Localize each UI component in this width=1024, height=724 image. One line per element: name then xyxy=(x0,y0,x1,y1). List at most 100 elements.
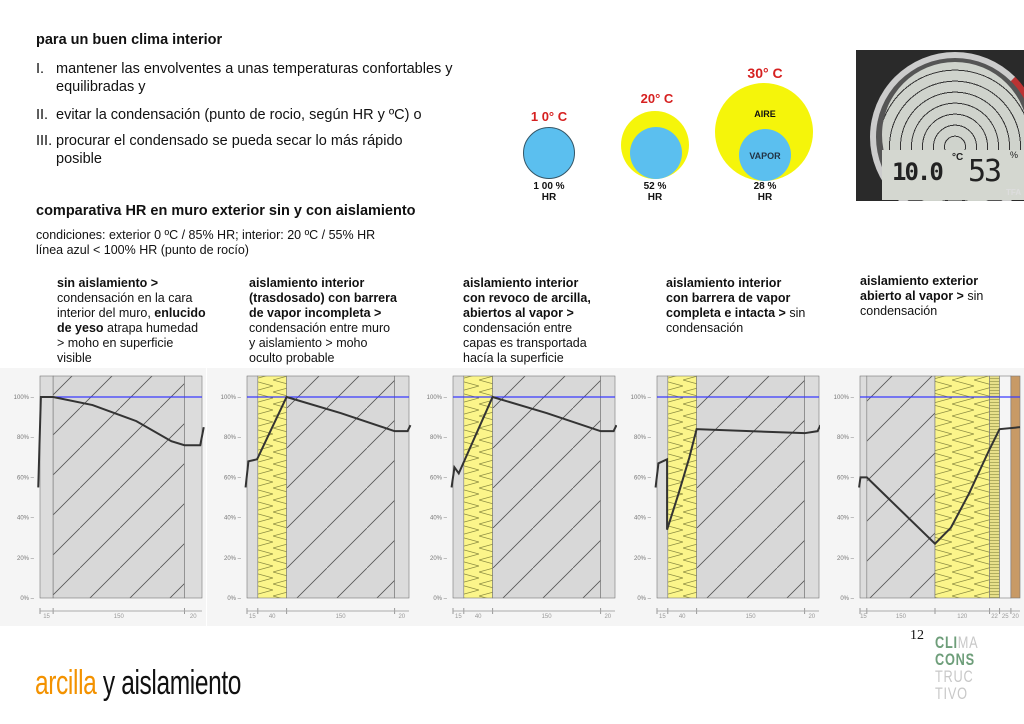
layer-masonry xyxy=(866,375,936,599)
axis-tick-label: 60% – xyxy=(224,475,242,481)
axis-tick-label: 40% – xyxy=(837,516,855,522)
humidity-circles-figure: 1 0° C 1 00 % HR 20° C 52 % HR 30° C AIRE … xyxy=(505,55,835,205)
dimension-label: 150 xyxy=(896,614,907,620)
wall-svg: 15 150 20 0% – 20% – 40% – 60% – 80% – 100% – xyxy=(14,375,205,620)
temp-label: 1 0° C xyxy=(530,109,568,124)
vapor-circle xyxy=(630,127,682,179)
conditions-text: condiciones: exterior 0 ºC / 85% HR; int… xyxy=(36,228,375,258)
temp-label: 20° C xyxy=(640,91,674,106)
layer-insulation xyxy=(934,375,990,599)
title-accent: arcilla xyxy=(35,664,97,702)
layer-clay xyxy=(452,375,465,599)
hr-value: 52 % xyxy=(643,181,667,192)
dimension-label: 150 xyxy=(336,614,347,620)
wall-diagram-1: 15 150 20 0% – 20% – 40% – 60% – 80% – 100% – xyxy=(0,368,206,626)
case-body: condensación entre muro y aislamiento > … xyxy=(249,321,391,365)
layer-plaster xyxy=(39,375,54,599)
axis-tick-label: 100% – xyxy=(427,395,448,401)
axis-tick-label: 40% – xyxy=(224,516,242,522)
axis-tick-label: 80% – xyxy=(837,435,855,441)
logo-text: MA xyxy=(957,633,979,652)
temp-unit: °C xyxy=(952,152,964,163)
wall-diagram-4: 15 40 150 20 0% – 20% – 40% – 60% – 80% – 100% – xyxy=(617,368,823,626)
case-description-2: aislamiento interior (trasdosado) con ba… xyxy=(249,276,399,368)
axis-tick-label: 40% – xyxy=(17,516,35,522)
axis-tick-label: 0% – xyxy=(637,596,651,602)
logo-text: TIVO xyxy=(935,684,968,703)
layer-insulation xyxy=(257,375,287,599)
vapor-label: VAPOR xyxy=(749,151,781,161)
axis-tick-label: 60% – xyxy=(430,475,448,481)
list-item: III. procurar el condensado se pueda seca… xyxy=(36,132,436,168)
axis-tick-label: 20% – xyxy=(224,556,242,562)
logo-text: TRUC xyxy=(935,667,974,686)
axis-tick-label: 20% – xyxy=(837,556,855,562)
layer-plaster xyxy=(804,375,820,599)
case-body: sin condensación xyxy=(666,306,806,335)
hr-label: 52 % HR xyxy=(629,181,681,203)
dimension-label: 20 xyxy=(808,614,815,620)
axis-tick-label: 80% – xyxy=(430,435,448,441)
dimension-label: 20 xyxy=(604,614,611,620)
hr-unit: HR xyxy=(541,192,557,203)
temperature-readout: 10.0 xyxy=(892,158,944,186)
conditions: condiciones: exterior 0 ºC / 85% HR; int… xyxy=(36,228,376,242)
axis-tick-label: 80% – xyxy=(17,435,35,441)
vapor-circle xyxy=(739,129,791,181)
humidity-curve xyxy=(858,426,1021,546)
humidity-curve xyxy=(654,424,822,530)
axis-tick-label: 20% – xyxy=(634,556,652,562)
case-description-1: sin aislamiento > condensación en la car… xyxy=(57,276,207,368)
dimension-label: 15 xyxy=(860,614,867,620)
axis-tick-label: 0% – xyxy=(433,596,447,602)
axis-tick-label: 0% – xyxy=(840,596,854,602)
layer-insulation xyxy=(667,375,697,599)
dimension-label: 150 xyxy=(746,614,757,620)
temp-label: 30° C xyxy=(747,65,783,81)
axis-tick-label: 20% – xyxy=(17,556,35,562)
lcd-display xyxy=(882,150,1024,200)
hr-label: 1 00 % HR xyxy=(523,181,575,203)
list-number: I. xyxy=(36,61,45,77)
wall-svg: 15 150 120 22 25 20 0% – 20% – 40% – 60% – 80% – 10… xyxy=(834,375,1021,620)
case-heading: aislamiento exterior abierto al vapor > xyxy=(860,274,979,303)
dimension-label: 150 xyxy=(542,614,553,620)
layer-masonry xyxy=(286,375,395,599)
logo-text: CONS xyxy=(935,650,975,669)
humidity-readout: 53 xyxy=(968,154,1002,189)
logo-text: CLI xyxy=(935,633,958,652)
case-heading: aislamiento interior (trasdosado) con ba… xyxy=(249,276,397,320)
layer-plaster xyxy=(859,375,868,599)
wall-svg: 15 40 150 20 0% – 20% – 40% – 60% – 80% – 100% – xyxy=(427,375,618,620)
humidity-curve xyxy=(450,395,618,488)
dimension-label: 40 xyxy=(679,614,686,620)
dimension-label: 15 xyxy=(659,614,666,620)
dimension-label: 120 xyxy=(957,614,968,620)
axis-tick-label: 100% – xyxy=(631,395,652,401)
case-description-4: aislamiento interior con barrera de vapo… xyxy=(666,276,806,368)
case-description-5: aislamiento exterior abierto al vapor > … xyxy=(860,274,1000,366)
main-title: arcilla y aislamiento xyxy=(35,664,241,703)
layer-masonry xyxy=(492,375,601,599)
hr-unit: HR xyxy=(647,192,663,203)
wall-diagram-2: 15 40 150 20 0% – 20% – 40% – 60% – 80% – 100% – xyxy=(207,368,413,626)
dimension-label: 25 xyxy=(1002,614,1009,620)
layer-masonry xyxy=(52,375,185,599)
list-item: II. evitar la condensación (punto de roci… xyxy=(36,106,456,124)
wall-svg: 15 40 150 20 0% – 20% – 40% – 60% – 80% – 100% – xyxy=(221,375,412,620)
dimension-label: 150 xyxy=(114,614,125,620)
list-number: II. xyxy=(36,107,49,123)
wall-diagram-5: 15 150 120 22 25 20 0% – 20% – 40% – 60% – 80% – 10… xyxy=(820,368,1024,626)
layer-plaster xyxy=(394,375,410,599)
list-number: III. xyxy=(36,133,53,149)
axis-tick-label: 100% – xyxy=(834,395,855,401)
case-body: condensación entre capas es transportada… xyxy=(463,321,587,365)
case-body-2: atrapa humedad > moho en superficie visi… xyxy=(57,321,199,365)
axis-tick-label: 100% – xyxy=(14,395,35,401)
axis-tick-label: 100% – xyxy=(221,395,242,401)
axis-tick-label: 80% – xyxy=(224,435,242,441)
title-rest: y aislamiento xyxy=(96,664,242,702)
air-label: AIRE xyxy=(754,109,776,119)
hr-unit: HR xyxy=(757,192,773,203)
wall-diagram-3: 15 40 150 20 0% – 20% – 40% – 60% – 80% – 100% – xyxy=(413,368,619,626)
